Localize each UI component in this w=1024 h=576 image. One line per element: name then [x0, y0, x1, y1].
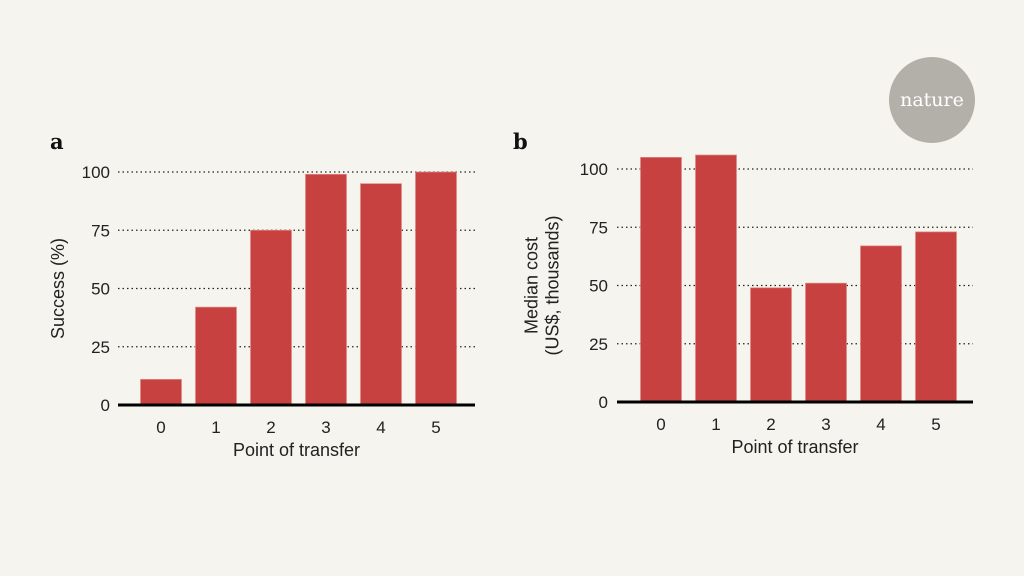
panel-label: b [513, 129, 528, 154]
bar [305, 173, 347, 406]
y-tick-label: 100 [82, 163, 110, 182]
bar [750, 287, 792, 403]
x-tick-label: 4 [376, 418, 385, 437]
y-tick-label: 50 [589, 277, 608, 296]
bar [140, 379, 182, 406]
chart-a: a 0 25 50 75 100 0 1 2 3 4 5 Point of transfer Succes… [48, 129, 475, 460]
bar [250, 229, 292, 406]
x-tick-label: 1 [211, 418, 220, 437]
x-tick-label: 0 [156, 418, 165, 437]
x-tick-label: 5 [931, 415, 940, 434]
x-tick-label: 2 [266, 418, 275, 437]
bar [860, 245, 902, 403]
x-tick-label: 4 [876, 415, 885, 434]
y-tick-label: 0 [599, 393, 608, 412]
y-tick-label: 0 [101, 396, 110, 415]
y-tick-label: 25 [589, 335, 608, 354]
y-tick-label: 100 [580, 160, 608, 179]
bar [915, 231, 957, 403]
x-axis-label: Point of transfer [731, 437, 858, 457]
y-axis-label: (US$, thousands) [543, 215, 563, 355]
x-tick-label: 3 [321, 418, 330, 437]
y-tick-label: 75 [589, 218, 608, 237]
x-tick-label: 1 [711, 415, 720, 434]
y-tick-label: 25 [91, 338, 110, 357]
nature-logo-text: nature [900, 89, 964, 111]
chart-b: b 0 25 50 75 100 0 1 2 3 4 5 Point of transfer Median… [513, 129, 973, 457]
y-tick-label: 75 [91, 221, 110, 240]
x-tick-label: 0 [656, 415, 665, 434]
y-tick-label: 50 [91, 280, 110, 299]
bar [415, 171, 457, 406]
y-axis-label: Median cost [522, 237, 542, 334]
bar [640, 157, 682, 403]
bar [695, 154, 737, 403]
bar [360, 183, 402, 406]
bar [195, 306, 237, 406]
bar [805, 282, 847, 403]
x-axis-label: Point of transfer [233, 440, 360, 460]
panel-label: a [50, 129, 64, 154]
x-tick-label: 5 [431, 418, 440, 437]
x-tick-label: 3 [821, 415, 830, 434]
x-tick-label: 2 [766, 415, 775, 434]
y-axis-label: Success (%) [48, 238, 68, 339]
nature-logo: nature [889, 57, 975, 143]
